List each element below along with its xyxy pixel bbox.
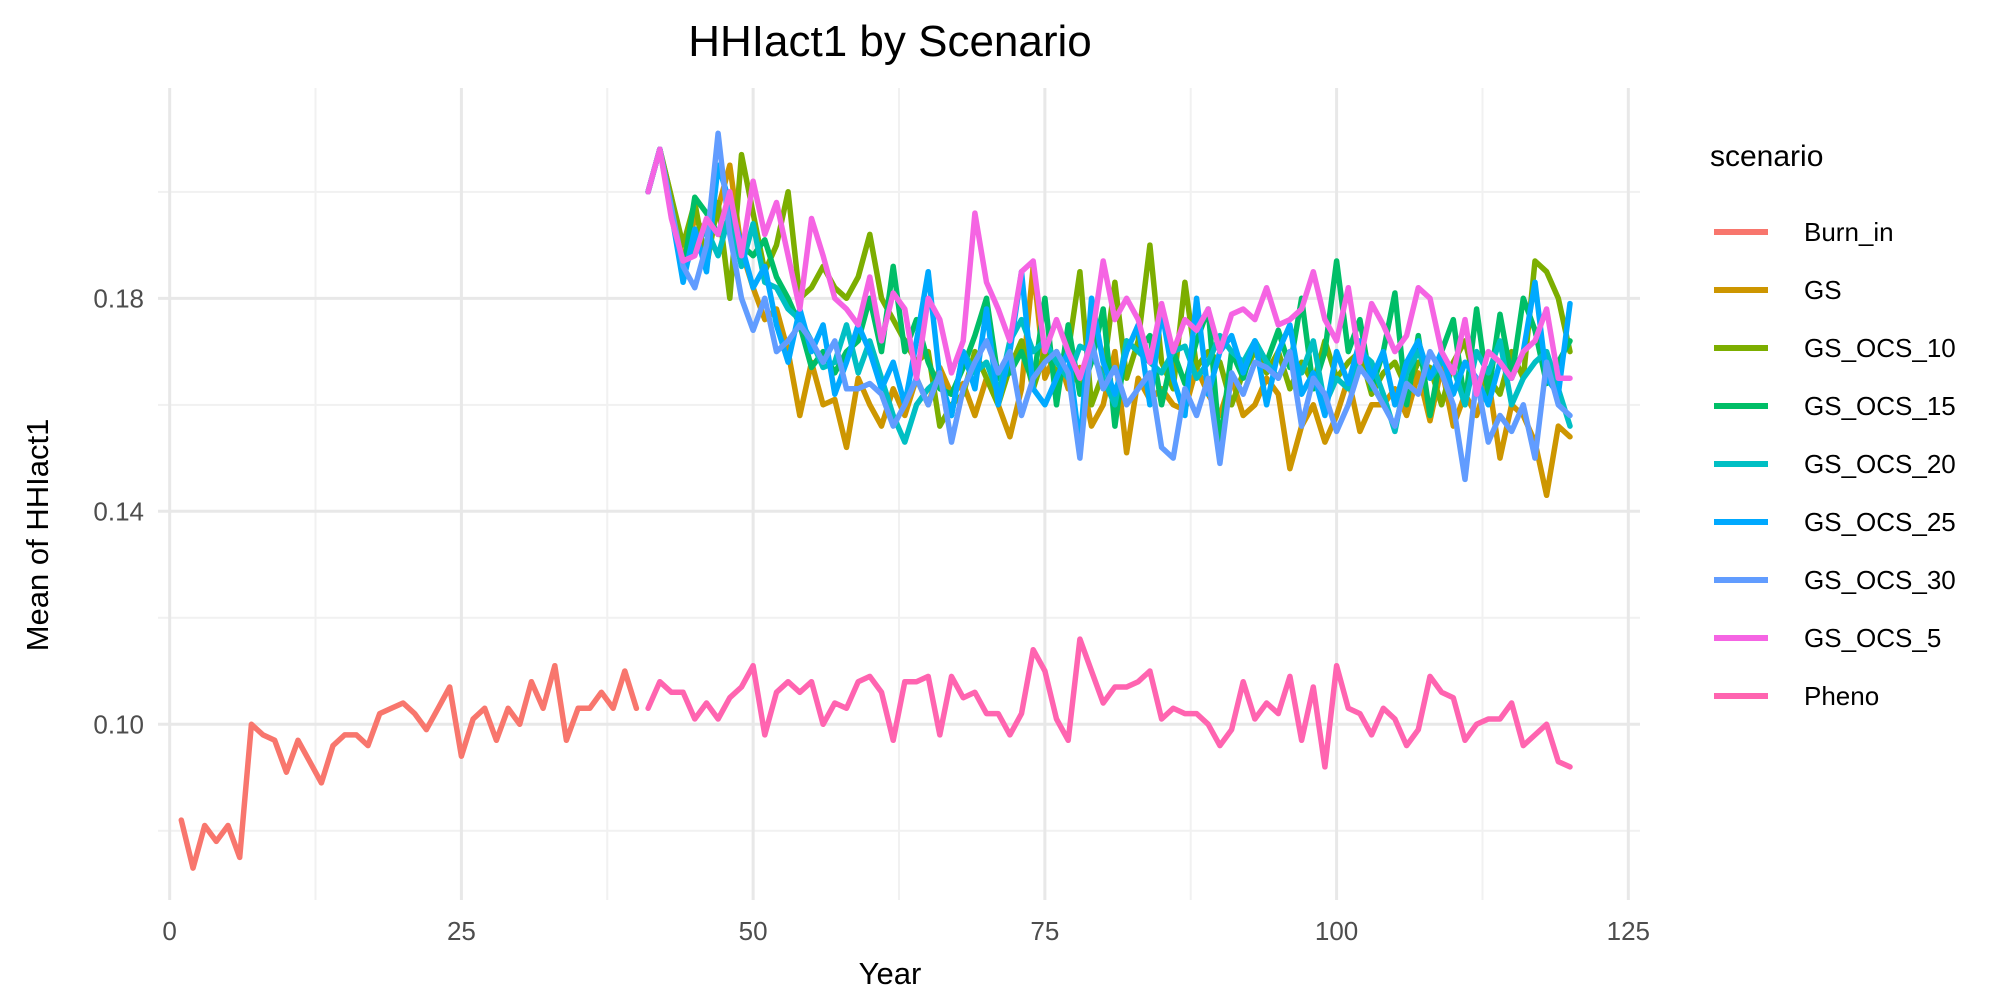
chart-title: HHIact1 by Scenario	[688, 17, 1092, 66]
legend-item-gs-ocs-10: GS_OCS_10	[1714, 333, 1956, 363]
legend-label: GS_OCS_15	[1804, 391, 1956, 421]
x-tick-label: 75	[1030, 916, 1059, 946]
legend-label: GS_OCS_25	[1804, 507, 1956, 537]
series-line-gs-ocs-5	[645, 146, 1573, 397]
legend-item-gs-ocs-15: GS_OCS_15	[1714, 391, 1956, 421]
legend-items: Burn_in GS GS_OCS_10 GS_OCS_15 GS_OCS_20 GS_O…	[1714, 217, 1956, 711]
x-tick-label: 0	[162, 916, 176, 946]
x-tick-label: 50	[739, 916, 768, 946]
series-line-burn-in	[178, 662, 640, 871]
y-tick-label: 0.14	[93, 496, 144, 526]
x-tick-label: 100	[1315, 916, 1358, 946]
x-tick-label: 125	[1607, 916, 1650, 946]
grid	[158, 88, 1640, 900]
series-lines	[178, 130, 1573, 871]
legend-label: GS	[1804, 275, 1842, 305]
legend-item-gs-ocs-25: GS_OCS_25	[1714, 507, 1956, 537]
y-tick-label: 0.18	[93, 283, 144, 313]
legend-label: Burn_in	[1804, 217, 1894, 247]
legend-item-gs-ocs-30: GS_OCS_30	[1714, 565, 1956, 595]
y-tick-label: 0.10	[93, 709, 144, 739]
legend-item-gs: GS	[1714, 275, 1842, 305]
x-axis-title: Year	[859, 956, 922, 991]
legend-item-pheno: Pheno	[1714, 681, 1879, 711]
legend-label: GS_OCS_20	[1804, 449, 1956, 479]
legend: scenario Burn_in GS GS_OCS_10 GS_OCS_15 GS_O…	[1710, 140, 1956, 711]
legend-label: GS_OCS_5	[1804, 623, 1941, 653]
legend-title: scenario	[1710, 140, 1823, 173]
legend-label: GS_OCS_10	[1804, 333, 1956, 363]
x-axis-ticks: 0 25 50 75 100 125	[162, 916, 1650, 946]
y-axis-ticks: 0.10 0.14 0.18	[93, 283, 144, 739]
x-tick-label: 25	[447, 916, 476, 946]
y-axis-title: Mean of HHIact1	[20, 419, 55, 652]
legend-item-burn-in: Burn_in	[1714, 217, 1894, 247]
series-line-pheno	[645, 636, 1573, 770]
series-line-gs-ocs-30	[645, 130, 1573, 483]
legend-label: GS_OCS_30	[1804, 565, 1956, 595]
legend-item-gs-ocs-20: GS_OCS_20	[1714, 449, 1956, 479]
legend-item-gs-ocs-5: GS_OCS_5	[1714, 623, 1941, 653]
legend-label: Pheno	[1804, 681, 1879, 711]
